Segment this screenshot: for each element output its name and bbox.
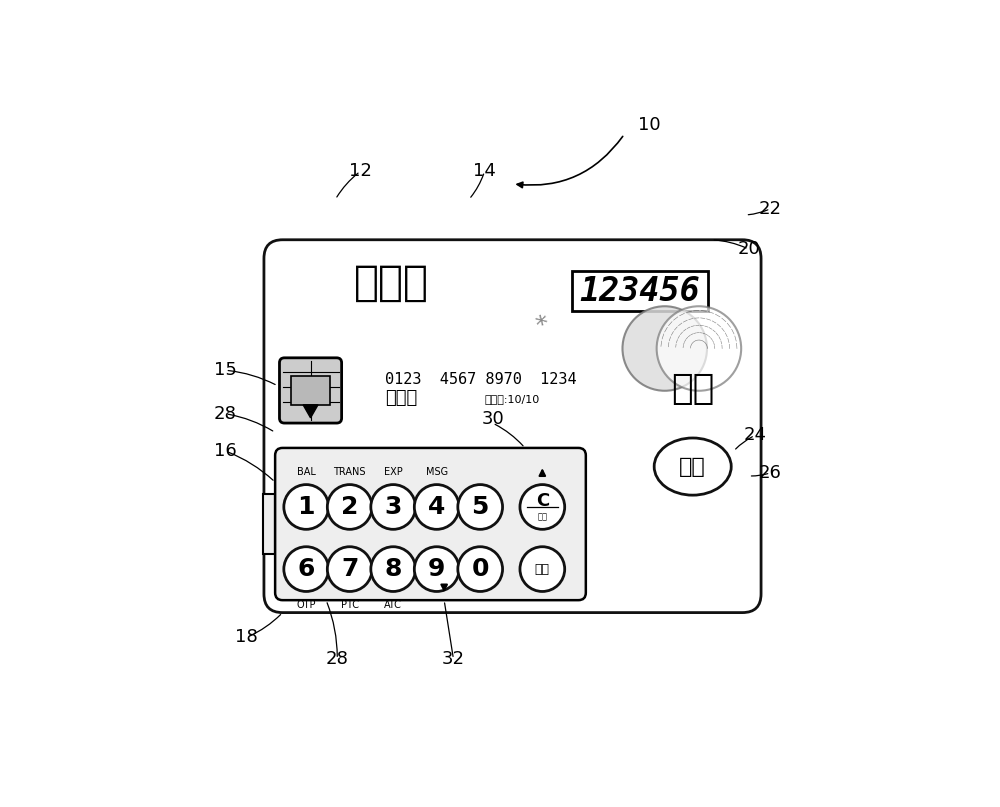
Text: 28: 28	[214, 405, 237, 423]
Text: 15: 15	[214, 362, 237, 379]
Text: MSG: MSG	[426, 466, 448, 476]
Text: OTP: OTP	[296, 600, 316, 609]
Text: 10: 10	[638, 115, 661, 134]
FancyBboxPatch shape	[264, 240, 761, 613]
Text: 信息卡: 信息卡	[354, 262, 429, 304]
Text: 2: 2	[341, 495, 358, 519]
Text: BAL: BAL	[297, 466, 316, 476]
Text: 4: 4	[428, 495, 445, 519]
Circle shape	[458, 546, 503, 592]
Text: 模式: 模式	[537, 512, 547, 521]
Text: 20: 20	[737, 240, 760, 258]
Text: 12: 12	[349, 162, 372, 181]
Text: 有效期:10/10: 有效期:10/10	[485, 395, 540, 404]
Circle shape	[657, 306, 741, 391]
Text: PTC: PTC	[341, 600, 359, 609]
Circle shape	[458, 484, 503, 529]
Text: 0: 0	[471, 557, 489, 581]
Circle shape	[414, 484, 459, 529]
Text: 0123  4567 8970  1234: 0123 4567 8970 1234	[385, 372, 577, 387]
Text: 24: 24	[743, 426, 766, 445]
Circle shape	[622, 306, 707, 391]
Bar	[263, 494, 275, 554]
Circle shape	[520, 484, 565, 529]
Text: 26: 26	[759, 464, 782, 482]
Circle shape	[414, 546, 459, 592]
Text: 18: 18	[235, 629, 258, 646]
Circle shape	[284, 484, 329, 529]
Bar	[291, 376, 330, 405]
Polygon shape	[303, 405, 318, 418]
Text: EXP: EXP	[384, 466, 403, 476]
Text: 确定: 确定	[535, 562, 550, 575]
Text: 28: 28	[326, 650, 349, 668]
Text: *: *	[533, 312, 551, 339]
Text: 6: 6	[298, 557, 315, 581]
Text: C: C	[536, 491, 549, 510]
Bar	[572, 271, 708, 312]
Text: 9: 9	[428, 557, 445, 581]
Text: 7: 7	[341, 557, 358, 581]
Circle shape	[520, 546, 565, 592]
Text: 16: 16	[214, 442, 237, 460]
Text: 123456: 123456	[580, 274, 700, 307]
Text: 白金: 白金	[671, 372, 714, 406]
Circle shape	[327, 546, 372, 592]
Circle shape	[371, 484, 416, 529]
Text: 14: 14	[473, 162, 496, 181]
Text: 30: 30	[481, 410, 504, 428]
Circle shape	[327, 484, 372, 529]
Text: 32: 32	[442, 650, 465, 668]
Circle shape	[371, 546, 416, 592]
Text: 22: 22	[759, 199, 782, 218]
Circle shape	[284, 546, 329, 592]
Text: ATC: ATC	[384, 600, 402, 609]
FancyBboxPatch shape	[279, 358, 342, 423]
Text: 3: 3	[385, 495, 402, 519]
Text: 1: 1	[297, 495, 315, 519]
Text: 持卡人: 持卡人	[385, 389, 417, 408]
Ellipse shape	[654, 438, 731, 495]
Text: TRANS: TRANS	[333, 466, 366, 476]
Text: 8: 8	[385, 557, 402, 581]
Text: 激活: 激活	[679, 457, 706, 477]
Text: 5: 5	[472, 495, 489, 519]
FancyBboxPatch shape	[275, 448, 586, 600]
